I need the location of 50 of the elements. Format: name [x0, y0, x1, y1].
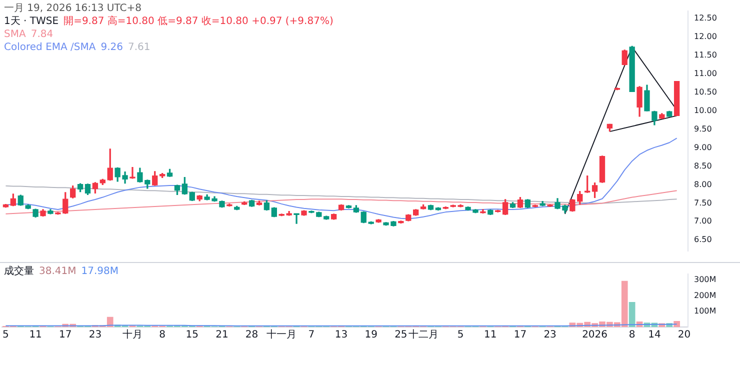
x-tick-label: 19	[364, 330, 378, 341]
text: 開=9.87 高=10.80 低=9.87 收=10.80 +0.97 (+9.87%)	[64, 16, 334, 27]
annotation: 7.61	[128, 42, 150, 53]
x-tick-label: 17	[59, 330, 72, 341]
y-tick-label: 8.00	[694, 180, 712, 189]
text: SMA	[4, 29, 26, 40]
x-tick-label: 5	[2, 330, 9, 341]
y-tick-label: 10.50	[694, 87, 717, 96]
x-tick-label: 20	[678, 330, 691, 341]
y-tick-label: 100M	[694, 306, 716, 316]
x-tick-label: 11	[484, 330, 497, 341]
x-tick-label: 13	[334, 330, 348, 341]
x-tick-label: 23	[544, 330, 556, 341]
x-tick-label: 十一月	[266, 328, 297, 341]
x-tick-label: 15	[186, 330, 199, 341]
y-tick-label: 10.00	[694, 106, 717, 115]
x-tick-label: 8	[628, 330, 636, 341]
text: 1天 · TWSE	[4, 16, 59, 27]
y-tick-label: 8.50	[694, 161, 712, 170]
x-tick-label: 17	[514, 330, 527, 341]
y-tick-label: 9.00	[694, 142, 712, 152]
annotation: 17.98M	[81, 266, 119, 277]
x-tick-label: 14	[648, 330, 661, 341]
x-tick-label: 7	[308, 330, 315, 341]
x-tick-label: 5	[457, 330, 464, 341]
y-tick-label: 12.00	[694, 32, 717, 42]
annotation: 38.41M	[39, 266, 76, 277]
x-tick-label: 十月	[122, 328, 142, 341]
text: Colored EMA /SMA	[4, 42, 96, 53]
annotation: 一月 19, 2026 16:13 UTC+8	[4, 2, 142, 15]
x-tick-label: 23	[88, 330, 102, 341]
y-tick-label: 6.50	[694, 235, 712, 244]
y-tick-label: 9.50	[694, 124, 712, 134]
x-tick-label: 28	[245, 330, 258, 341]
y-tick-label: 11.00	[694, 69, 717, 78]
y-tick-label: 7.50	[694, 198, 712, 208]
x-tick-label: 25	[394, 330, 408, 341]
y-tick-label: 11.50	[694, 50, 717, 60]
x-tick-label: 2026	[582, 330, 608, 341]
annotation: 7.84	[30, 29, 54, 40]
x-tick-label: 8	[159, 330, 166, 341]
x-tick-label: 十二月	[408, 328, 438, 341]
x-tick-label: 11	[29, 330, 42, 341]
y-tick-label: 12.50	[694, 14, 717, 23]
y-tick-label: 7.00	[694, 216, 712, 226]
x-tick-label: 21	[216, 330, 228, 341]
annotation: 9.26	[100, 42, 123, 53]
y-tick-label: 300M	[694, 275, 716, 284]
y-tick-label: 200M	[694, 290, 716, 300]
chart-title: 成交量	[4, 266, 34, 277]
